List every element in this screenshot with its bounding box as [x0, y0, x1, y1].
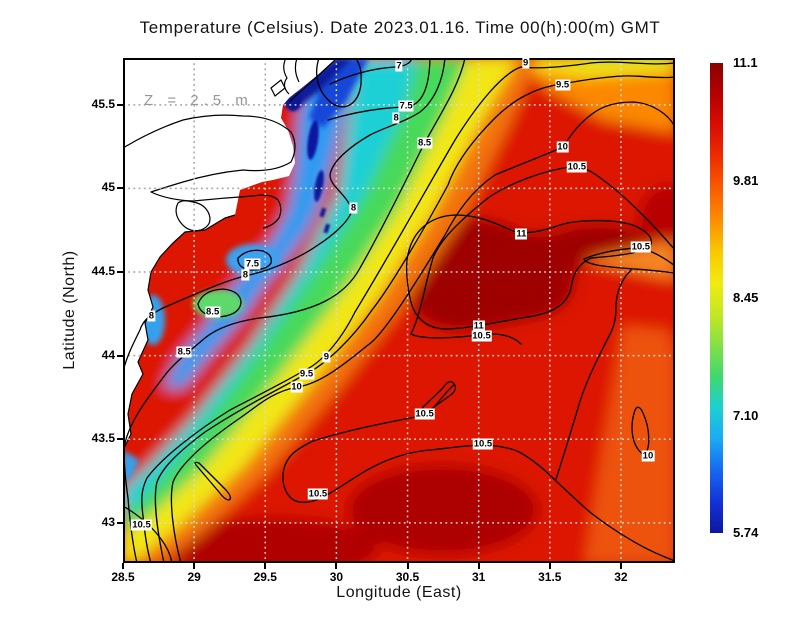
- contour-label: 9.5: [298, 368, 315, 380]
- contour-label: 11: [515, 228, 528, 240]
- x-tick-label: 32: [614, 570, 628, 584]
- x-tick-label: 30.5: [395, 570, 420, 584]
- y-tick-mark: [117, 438, 123, 441]
- contour-label: 10: [290, 381, 303, 393]
- y-tick-label: 44.5: [91, 264, 115, 279]
- x-tick-mark: [548, 563, 551, 569]
- x-tick-mark: [406, 563, 409, 569]
- temperature-map-canvas: [123, 58, 675, 563]
- contour-label: 10.5: [630, 241, 652, 253]
- contour-label: 9: [322, 351, 331, 363]
- x-tick-mark: [264, 563, 267, 569]
- contour-label: 7: [395, 60, 403, 72]
- x-tick-label: 28.5: [111, 570, 135, 584]
- x-tick-mark: [122, 563, 124, 569]
- contour-label: 10.5: [414, 408, 435, 420]
- contour-label: 10.5: [566, 161, 588, 173]
- land-mask: [123, 58, 337, 450]
- y-tick-mark: [117, 354, 123, 357]
- colorbar: [710, 63, 723, 533]
- y-tick-mark: [117, 271, 123, 274]
- contour-label: 7.5: [398, 100, 414, 112]
- contour-label: 8.5: [176, 346, 192, 358]
- temperature-field: [123, 58, 675, 563]
- x-tick-label: 31.5: [538, 570, 562, 584]
- x-tick-mark: [335, 563, 338, 569]
- contour-label: 8: [147, 310, 156, 322]
- y-tick-mark: [117, 187, 123, 190]
- colorbar-tick-label: 11.1: [733, 55, 758, 70]
- contour-label: 7.5: [244, 258, 261, 270]
- y-tick-label: 44: [101, 347, 115, 362]
- x-tick-label: 29: [187, 570, 201, 584]
- y-tick-mark: [117, 521, 123, 524]
- contour-label: 8: [392, 112, 400, 124]
- contour-label: 10.5: [471, 330, 492, 342]
- plot-frame: [123, 58, 675, 563]
- x-tick-label: 31: [471, 570, 486, 584]
- x-tick-label: 29.5: [253, 570, 277, 584]
- contour-lines: [123, 58, 675, 563]
- x-tick-mark: [193, 563, 196, 569]
- x-tick-label: 30: [329, 570, 344, 584]
- colorbar-tick-label: 7.10: [733, 407, 759, 423]
- colorbar-tick-label: 5.74: [733, 525, 759, 540]
- contour-label: 8: [241, 269, 249, 281]
- contour-label: 9: [521, 57, 530, 69]
- coastline: [123, 58, 336, 449]
- contour-label: 8.5: [205, 306, 221, 318]
- colorbar-tick-label: 8.45: [733, 290, 759, 305]
- x-axis-title: Longitude (East): [336, 584, 462, 601]
- y-tick-label: 45.5: [91, 96, 115, 111]
- contour-label: 10.5: [131, 519, 152, 531]
- contour-label: 9.5: [554, 79, 571, 91]
- contour-label: 8: [349, 202, 358, 214]
- map-plot-area: [123, 58, 675, 563]
- contour-label: 10.5: [307, 488, 329, 500]
- y-tick-label: 43: [101, 514, 115, 529]
- y-tick-label: 43.5: [91, 431, 115, 446]
- contour-label: 8.5: [416, 137, 433, 149]
- plot-title: Temperature (Celsius). Date 2023.01.16. …: [139, 18, 661, 37]
- contour-label: 10.5: [472, 438, 494, 450]
- y-tick-mark: [117, 103, 123, 106]
- contour-label: 10: [641, 450, 655, 462]
- contour-label: 11: [472, 320, 485, 332]
- depth-annotation: Z = 2.5 m: [144, 92, 253, 109]
- x-tick-mark: [619, 563, 622, 569]
- colorbar-tick-label: 9.81: [733, 172, 759, 188]
- contour-label: 10: [556, 141, 569, 153]
- y-tick-label: 45: [101, 180, 115, 195]
- x-tick-mark: [477, 563, 480, 569]
